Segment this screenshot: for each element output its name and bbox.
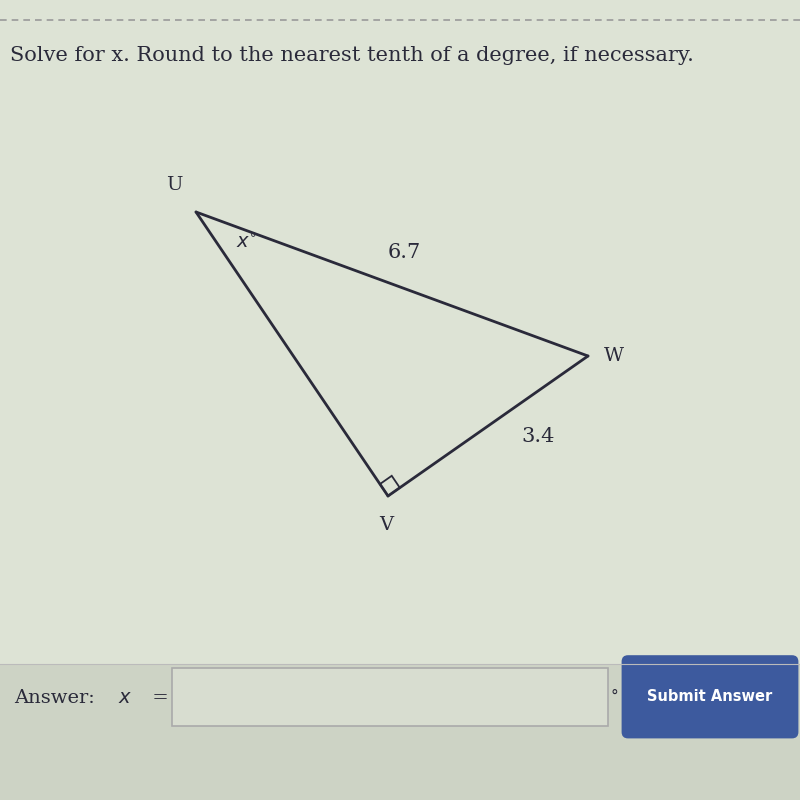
Text: 6.7: 6.7 xyxy=(387,243,421,262)
Text: Solve for x. Round to the nearest tenth of a degree, if necessary.: Solve for x. Round to the nearest tenth … xyxy=(10,46,694,66)
Text: V: V xyxy=(379,516,394,534)
Text: $x$: $x$ xyxy=(118,689,133,706)
Text: Submit Answer: Submit Answer xyxy=(647,690,772,704)
Text: W: W xyxy=(604,347,624,365)
Text: Answer:: Answer: xyxy=(14,689,108,706)
Bar xyxy=(0,0,800,664)
Text: =: = xyxy=(146,689,169,706)
FancyBboxPatch shape xyxy=(622,655,798,738)
Text: U: U xyxy=(166,176,182,194)
Text: °: ° xyxy=(610,689,618,703)
Text: 3.4: 3.4 xyxy=(522,426,555,446)
Bar xyxy=(172,668,608,726)
Text: $x^{\circ}$: $x^{\circ}$ xyxy=(236,234,258,253)
